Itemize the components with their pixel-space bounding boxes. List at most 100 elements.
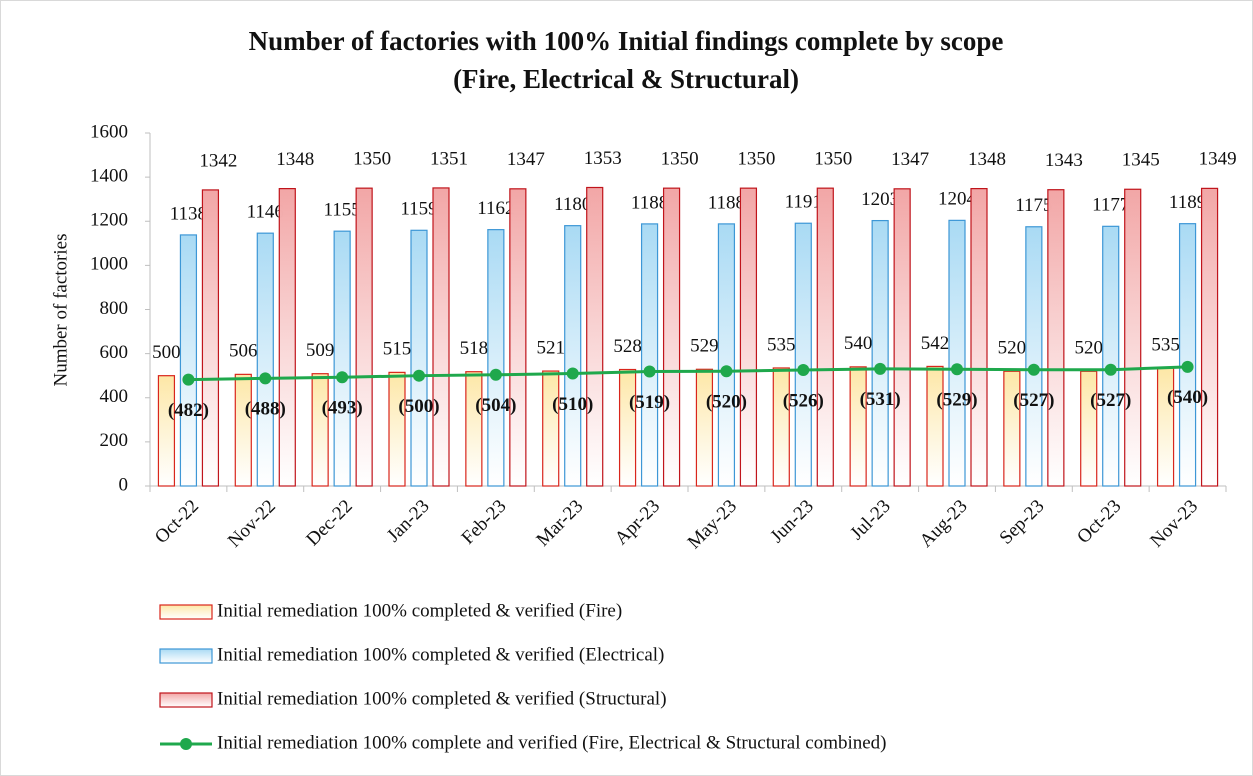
data-label: 1350 [737,149,775,170]
line-point [951,363,963,376]
bar [487,229,505,487]
line-data-label: (526) [783,390,824,411]
data-label: 520 [1074,338,1103,359]
bar [388,371,406,487]
bar [432,187,450,487]
line-point [1181,360,1194,373]
bar [256,232,274,487]
data-label: 1146 [247,202,284,223]
bar [355,187,373,487]
bar [542,370,560,487]
y-tick-label: 1400 [90,165,128,186]
y-tick-label: 1200 [90,210,128,231]
data-label: 520 [998,338,1027,359]
chart-title: Number of factories with 100% Initial fi… [249,26,1004,56]
line-point [720,365,733,378]
bar [1178,223,1197,487]
bar [586,186,604,487]
data-label: 1188 [708,192,745,213]
bar [1156,367,1175,487]
data-label: 1188 [631,192,668,213]
legend-label: Initial remediation 100% completed & ver… [217,600,622,621]
data-label: 509 [306,340,335,361]
line-point [1104,363,1117,376]
bar [1200,187,1219,487]
bar [311,373,329,487]
bar [816,187,834,487]
line-point [566,367,579,380]
data-label: 1204 [938,189,977,210]
data-label: 1350 [814,149,852,170]
y-tick-label: 600 [100,342,129,363]
bar [278,187,296,487]
data-label: 1350 [661,149,699,170]
data-label: 506 [229,341,258,362]
data-label: 1343 [1045,150,1083,171]
line-data-label: (531) [860,389,901,410]
data-label: 1155 [323,200,360,221]
y-tick-label: 1000 [90,254,128,275]
line-data-label: (520) [706,392,747,413]
bar [970,187,988,487]
line-data-label: (482) [168,400,209,421]
data-label: 1191 [785,192,822,213]
data-label: 528 [613,336,642,357]
bar [410,229,428,487]
y-tick-label: 0 [119,474,129,495]
bar [157,375,176,487]
data-label: 1350 [353,149,391,170]
bar [948,219,966,487]
data-label: 1189 [1169,192,1206,213]
data-label: 1203 [861,189,899,210]
data-label: 542 [921,333,950,354]
data-label: 1348 [968,149,1006,170]
legend-swatch [159,604,213,620]
bar [926,365,944,487]
y-tick-label: 1600 [90,121,128,142]
bar [662,187,681,487]
bar [234,373,252,487]
bar [695,368,714,487]
line-point [259,372,272,385]
line-data-label: (527) [1090,390,1131,411]
y-tick-label: 200 [100,430,129,451]
line [188,365,1188,382]
line-point [413,369,425,382]
legend-swatch [180,738,192,750]
data-label: 521 [536,337,565,358]
data-label: 1349 [1199,149,1237,170]
data-label: 1342 [199,150,237,171]
line-data-label: (527) [1013,390,1054,411]
legend-swatch [159,692,213,708]
y-tick-label: 800 [100,298,129,319]
bar [1003,370,1021,487]
bar [618,368,637,487]
bar [1124,188,1142,487]
bar [717,223,736,487]
line-data-label: (510) [552,394,593,415]
bar [893,188,911,487]
legend-swatch [159,648,213,664]
line-data-label: (529) [936,390,977,411]
data-label: 1348 [276,149,314,170]
data-label: 1138 [170,203,207,224]
line-data-label: (493) [322,398,363,419]
bar [564,225,582,487]
data-label: 1351 [430,148,468,169]
bar [1080,370,1098,487]
line-data-label: (540) [1167,387,1208,408]
data-label: 1353 [584,148,622,169]
bar [1025,226,1043,487]
data-label: 1180 [554,194,591,215]
line-point [643,365,656,378]
legend-label: Initial remediation 100% completed & ver… [217,688,667,709]
line-point [182,373,195,386]
bar [1102,225,1120,487]
legend-label: Initial remediation 100% completed & ver… [217,644,664,665]
bar [772,367,790,487]
bar [509,188,527,487]
line-point [336,371,349,384]
bar [1047,189,1065,487]
data-label: 1345 [1122,150,1160,171]
